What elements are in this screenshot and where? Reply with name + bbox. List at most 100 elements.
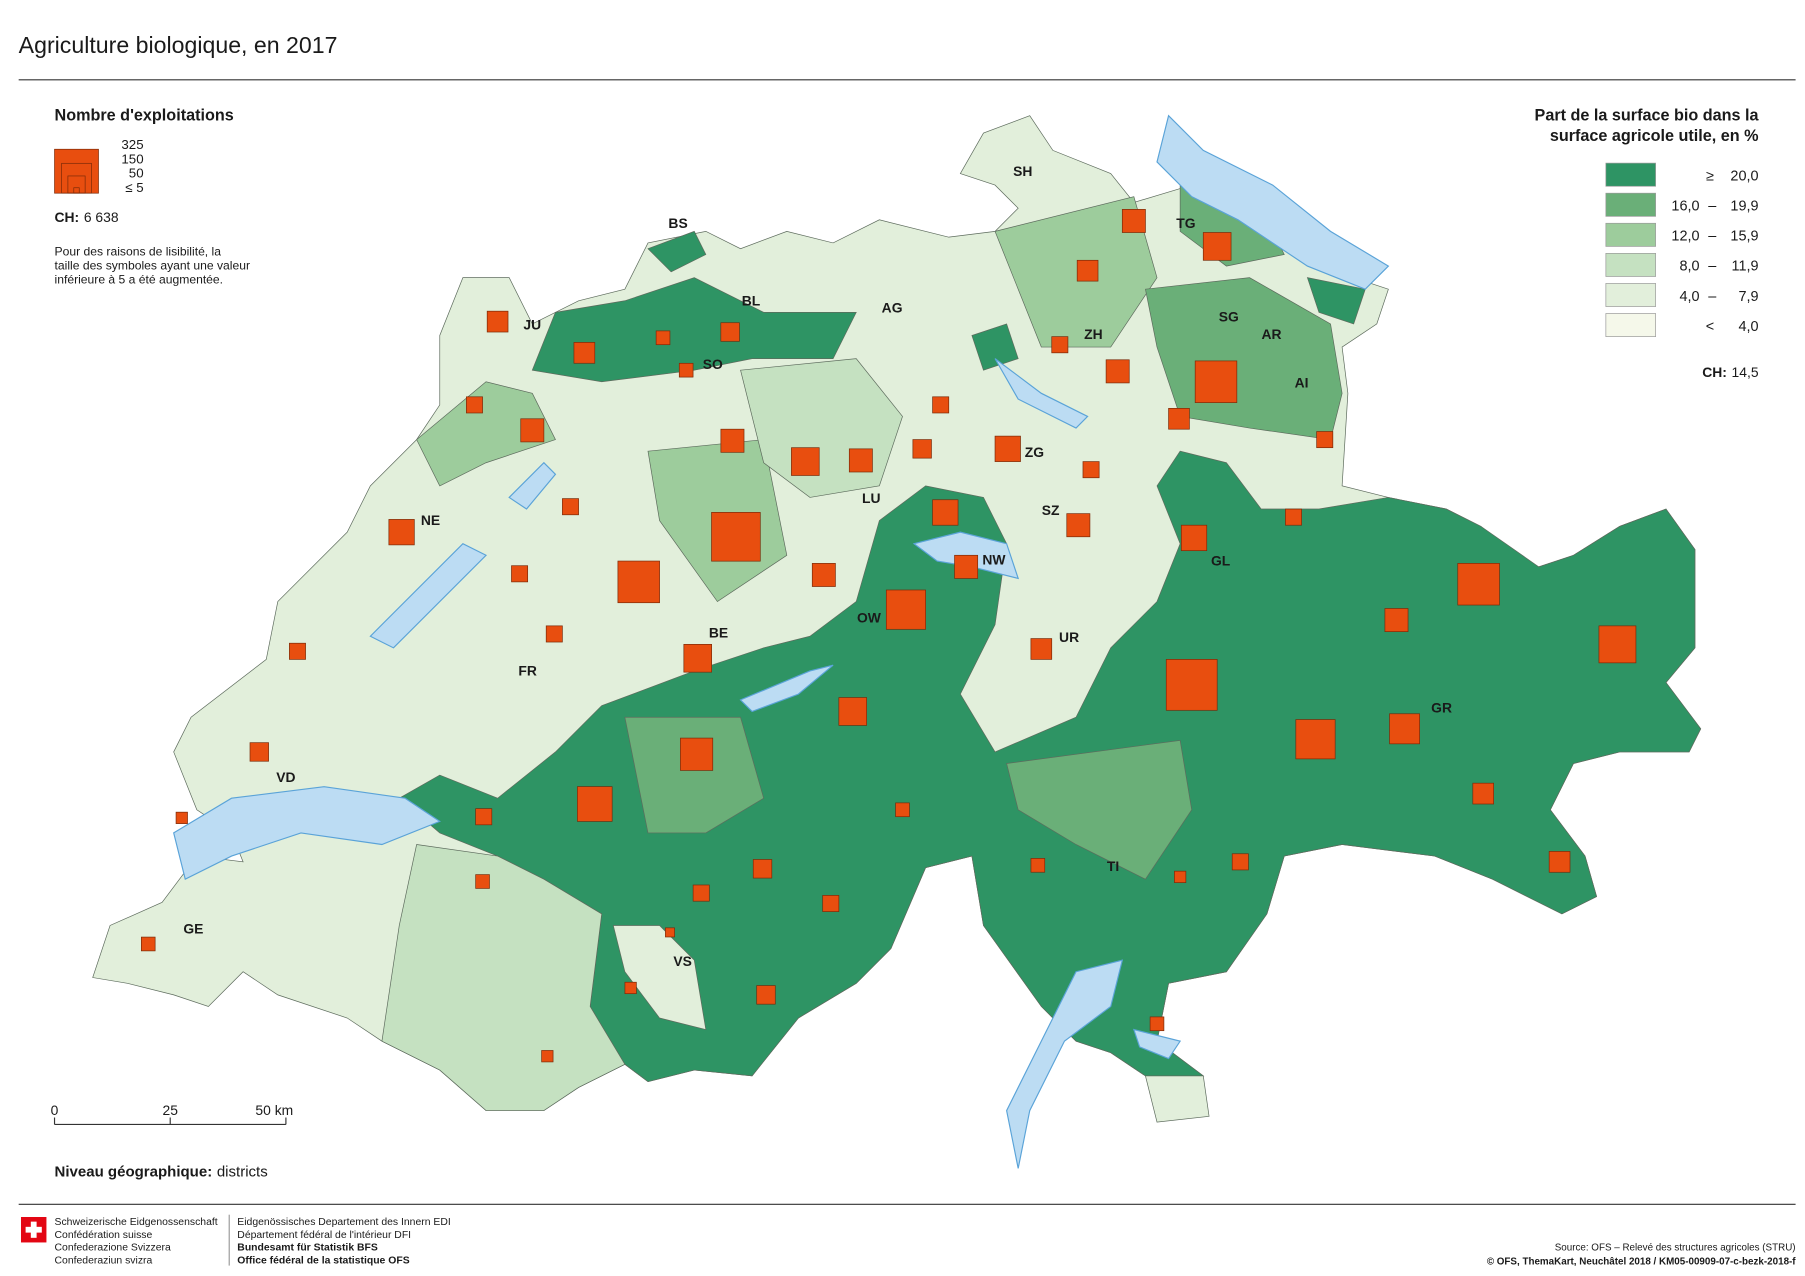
farm-symbol [1082,461,1100,479]
farm-symbol [1174,870,1187,883]
footer-department: Eidgenössisches Departement des Innern E… [237,1217,450,1228]
legend-swatch [1605,253,1656,277]
farm-symbol [1030,858,1046,873]
lake [508,461,557,510]
farm-symbol [680,737,714,771]
lake [369,543,488,649]
footer-copyright: © OFS, ThemaKart, Neuchâtel 2018 / KM05-… [1487,1256,1796,1267]
scale-label: 50 km [255,1102,293,1118]
farm-symbol [289,642,306,660]
legend-swatch [1605,313,1656,337]
canton-label: ZH [1084,326,1103,342]
farm-symbol [541,1050,554,1063]
farm-symbol [1457,563,1500,606]
canton-label: BS [668,215,687,231]
level-value: districts [217,1164,268,1181]
total-label: CH: [55,209,80,225]
legend-swatch [1605,283,1656,307]
canton-label: SH [1013,163,1032,179]
farm-symbol [1194,360,1238,403]
canton-label: TG [1176,215,1195,231]
farm-symbol [838,697,868,726]
farm-symbol [1384,608,1409,632]
canton-label: UR [1059,629,1079,645]
lake [1132,1028,1182,1060]
canton-label: FR [518,663,537,679]
footer-confederation: Confédération suisse [55,1230,153,1241]
lake [994,358,1089,429]
farm-symbol [1598,625,1637,664]
farm-symbol [678,362,694,378]
footer-confederation: Confederazione Svizzera [55,1243,171,1254]
farm-symbol [562,498,579,516]
legend-dash: – [1708,259,1717,275]
farm-symbol [912,439,932,459]
farm-symbol [822,895,840,912]
lake [1006,959,1124,1169]
farm-symbol [1121,209,1146,233]
region [971,323,1019,371]
farm-symbol [655,330,671,346]
legend-title: Nombre d'exploitations [55,106,234,124]
canton-label: AG [882,299,903,315]
canton-label: NW [982,552,1006,568]
legend-lower: 12,0 [1671,229,1699,245]
farm-symbol [895,802,910,818]
farm-symbol [756,985,776,1005]
canton-label: ZG [1025,444,1044,460]
legend-swatch [1605,192,1656,217]
lake [173,786,441,881]
canton-label: BL [742,292,761,308]
legend-title: Part de la surface bio dans la [1535,106,1760,124]
farm-symbol [1051,336,1069,354]
farm-symbol [475,874,490,889]
canton-label: GR [1431,700,1452,716]
legend-upper: 20,0 [1730,168,1758,184]
scale-label: 0 [51,1102,59,1118]
legend-upper: 11,9 [1732,259,1759,275]
farm-symbol [752,859,773,879]
farm-symbol [520,418,545,443]
legend-upper: 4,0 [1738,319,1758,335]
canton-label: SG [1219,309,1239,325]
lake [739,664,834,713]
legend-symbol [73,187,80,194]
farm-symbol [577,786,613,822]
legend-lower: 8,0 [1679,259,1699,275]
farm-symbol [388,519,415,546]
scale-label: 25 [162,1102,178,1118]
farm-symbol [848,448,873,473]
farm-symbol [1316,431,1334,449]
legend-size-label: 325 [121,137,143,152]
class-total: CH: 14,5 [1702,364,1759,380]
geo-level: Niveau géographique: districts [55,1164,268,1181]
legend-dash: – [1708,229,1717,245]
region [381,844,626,1111]
farm-symbol [885,589,926,630]
legend-note: taille des symboles ayant une valeur [55,259,250,273]
legend-upper: 19,9 [1730,199,1758,215]
total-value: 14,5 [1732,364,1759,380]
legend-dash: – [1708,199,1717,215]
farm-symbol [624,981,637,995]
region [647,230,707,273]
legend-size-label: 150 [121,151,143,166]
canton-label: GE [183,921,203,937]
symbols [140,209,1637,1063]
canton-label: TI [1107,858,1119,874]
farm-symbol [249,742,269,762]
farm-symbol [1165,659,1218,711]
farm-symbol [140,936,156,952]
farm-symbol [1231,853,1249,871]
legend-swatch [1605,222,1656,247]
farm-symbol [932,499,959,526]
region [1306,277,1366,325]
footer-department: Département fédéral de l'intérieur DFI [237,1230,411,1241]
farm-symbol [1295,719,1336,760]
farm-symbol [545,625,563,643]
canton-label: VD [276,769,295,785]
farm-symbol [1389,713,1420,745]
total-value: 6 638 [84,209,119,225]
legend-size-label: 50 [129,166,144,181]
